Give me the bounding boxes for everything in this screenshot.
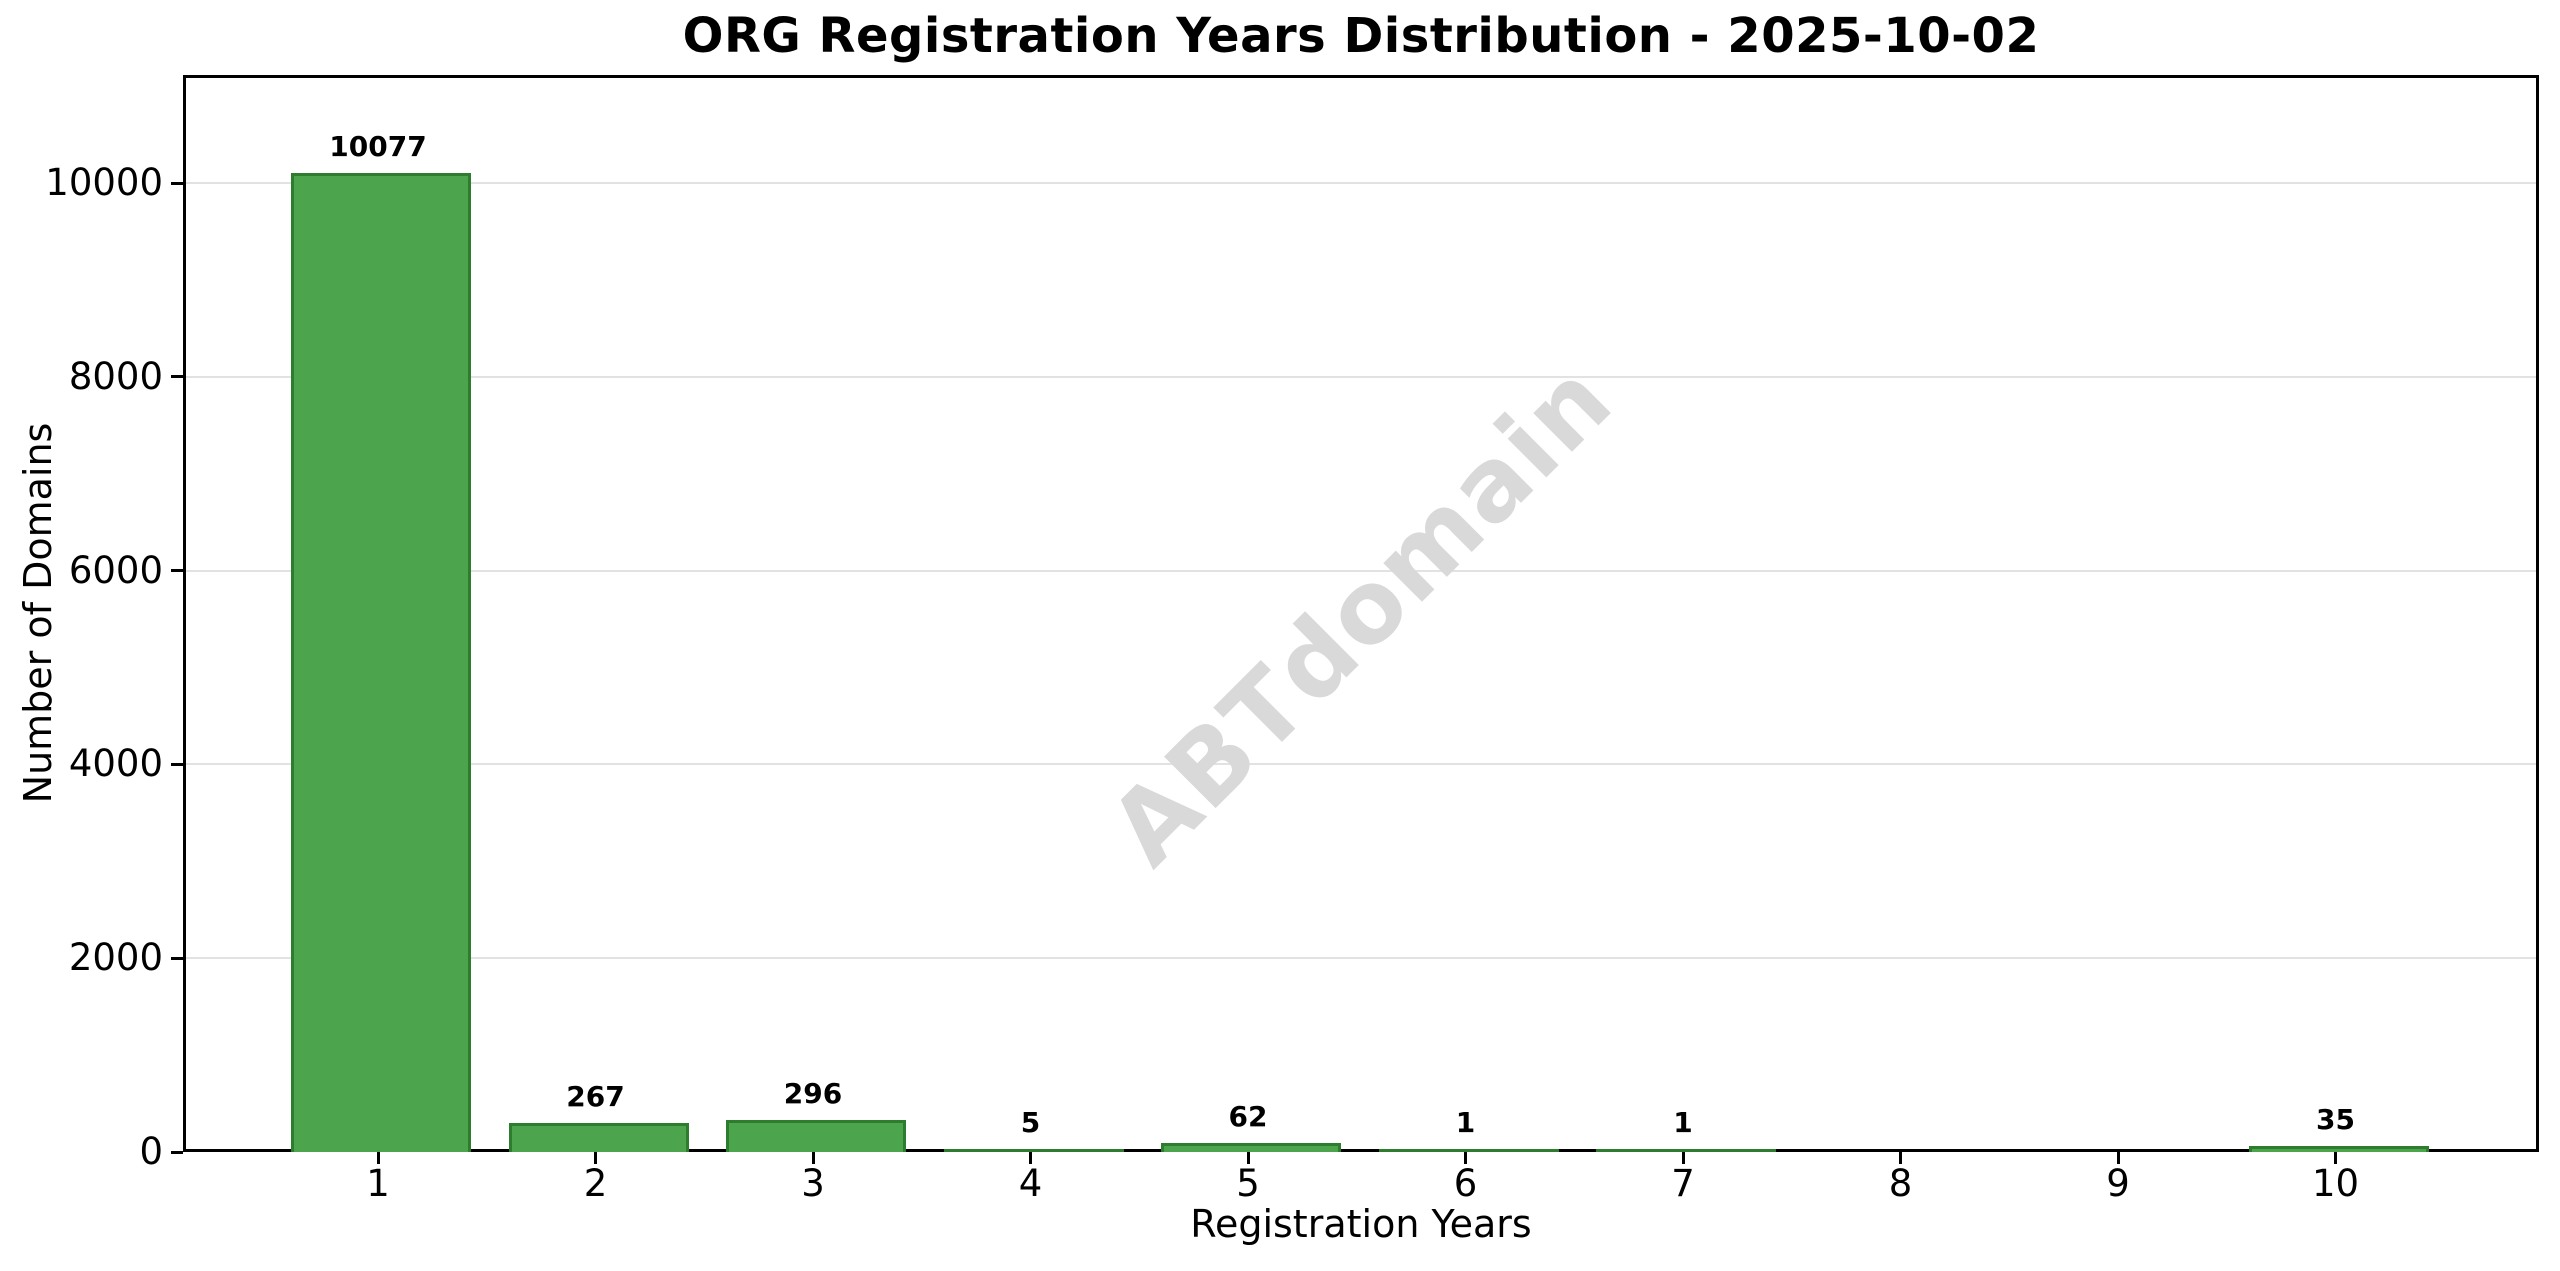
x-tick-label-7: 7 bbox=[1671, 1162, 1695, 1205]
bar-value-label-year-4: 5 bbox=[1020, 1105, 1041, 1139]
bar-value-label-year-10: 35 bbox=[2316, 1102, 2355, 1136]
bar-year-10 bbox=[2248, 1145, 2429, 1152]
bar-value-label-year-5: 62 bbox=[1228, 1100, 1268, 1133]
x-tick-label-5: 5 bbox=[1236, 1162, 1260, 1205]
gridline-y-8000 bbox=[183, 375, 2539, 378]
x-tick-mark-3 bbox=[811, 1152, 815, 1164]
y-tick-label-4000: 4000 bbox=[68, 742, 163, 786]
bar-value-label-year-1: 10077 bbox=[329, 129, 427, 163]
bar-year-4 bbox=[943, 1148, 1124, 1152]
bar-year-3 bbox=[726, 1120, 906, 1152]
x-tick-label-4: 4 bbox=[1018, 1162, 1043, 1205]
y-tick-label-8000: 8000 bbox=[68, 354, 163, 398]
x-tick-mark-10 bbox=[2334, 1152, 2337, 1164]
bar-value-label-year-2: 267 bbox=[566, 1080, 625, 1114]
y-tick-label-6000: 6000 bbox=[68, 548, 163, 592]
bar-value-label-year-3: 296 bbox=[783, 1077, 843, 1111]
bar-year-5 bbox=[1161, 1143, 1341, 1152]
y-tick-mark-0 bbox=[171, 1150, 183, 1154]
y-tick-label-0: 0 bbox=[139, 1130, 163, 1173]
plot-area: ABTdomain 10077 267 296 5 62 1 1 35 bbox=[183, 75, 2539, 1152]
x-tick-mark-6 bbox=[1464, 1152, 1467, 1164]
x-tick-mark-8 bbox=[1899, 1152, 1902, 1164]
x-tick-label-3: 3 bbox=[801, 1162, 825, 1205]
x-tick-mark-4 bbox=[1029, 1152, 1032, 1164]
x-tick-mark-1 bbox=[376, 1152, 380, 1164]
bar-year-2 bbox=[508, 1123, 689, 1152]
bar-value-label-year-7: 1 bbox=[1673, 1105, 1693, 1139]
gridline-y-10000 bbox=[183, 182, 2539, 185]
gridline-y-6000 bbox=[183, 569, 2539, 572]
y-tick-mark-6000 bbox=[171, 569, 183, 573]
chart-title: ORG Registration Years Distribution - 20… bbox=[682, 8, 2040, 64]
bar-year-6 bbox=[1378, 1148, 1559, 1152]
x-tick-mark-2 bbox=[594, 1152, 597, 1164]
y-tick-label-2000: 2000 bbox=[68, 936, 163, 980]
gridline-y-4000 bbox=[183, 763, 2539, 766]
y-tick-mark-10000 bbox=[171, 181, 183, 185]
x-tick-label-9: 9 bbox=[2106, 1162, 2130, 1205]
x-tick-label-6: 6 bbox=[1453, 1162, 1478, 1205]
bar-value-label-year-6: 1 bbox=[1455, 1105, 1476, 1139]
x-tick-mark-5 bbox=[1246, 1152, 1250, 1164]
x-axis-title: Registration Years bbox=[1190, 1202, 1532, 1246]
x-tick-mark-7 bbox=[1681, 1152, 1685, 1164]
y-tick-mark-2000 bbox=[171, 956, 183, 960]
y-tick-mark-8000 bbox=[171, 375, 183, 379]
y-tick-label-10000: 10000 bbox=[45, 161, 163, 205]
y-tick-mark-4000 bbox=[171, 762, 183, 766]
watermark-text: ABTdomain bbox=[1087, 339, 1635, 888]
x-tick-label-2: 2 bbox=[583, 1162, 608, 1205]
x-tick-label-8: 8 bbox=[1888, 1162, 1913, 1205]
x-tick-label-1: 1 bbox=[366, 1162, 390, 1205]
x-tick-label-10: 10 bbox=[2311, 1162, 2360, 1205]
x-tick-mark-9 bbox=[2116, 1152, 2120, 1164]
gridline-y-2000 bbox=[183, 957, 2539, 960]
bar-year-1 bbox=[291, 172, 471, 1152]
bar-year-7 bbox=[1596, 1148, 1776, 1152]
